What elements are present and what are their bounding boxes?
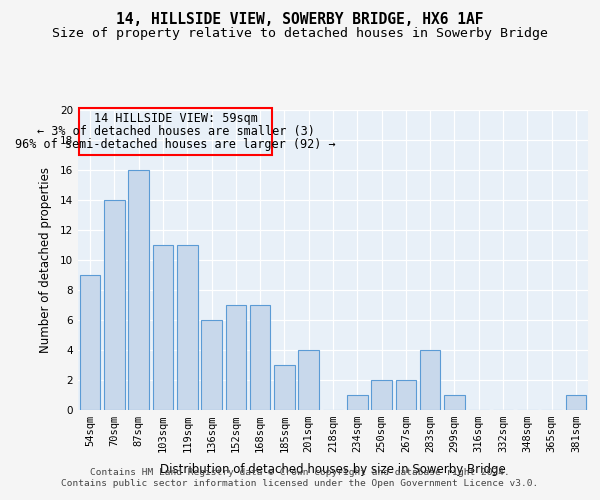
Bar	[444, 395, 465, 410]
Bar	[347, 395, 368, 410]
Bar	[420, 350, 440, 410]
Bar	[274, 365, 295, 410]
Bar	[128, 170, 149, 410]
Text: 14, HILLSIDE VIEW, SOWERBY BRIDGE, HX6 1AF: 14, HILLSIDE VIEW, SOWERBY BRIDGE, HX6 1…	[116, 12, 484, 28]
Text: Size of property relative to detached houses in Sowerby Bridge: Size of property relative to detached ho…	[52, 28, 548, 40]
Bar	[395, 380, 416, 410]
Bar	[298, 350, 319, 410]
Bar	[371, 380, 392, 410]
Bar	[250, 305, 271, 410]
Bar	[177, 245, 197, 410]
Y-axis label: Number of detached properties: Number of detached properties	[38, 167, 52, 353]
Bar	[80, 275, 100, 410]
Bar	[226, 305, 246, 410]
X-axis label: Distribution of detached houses by size in Sowerby Bridge: Distribution of detached houses by size …	[160, 464, 506, 476]
Text: Contains HM Land Registry data © Crown copyright and database right 2024.
Contai: Contains HM Land Registry data © Crown c…	[61, 468, 539, 487]
Bar	[566, 395, 586, 410]
Bar	[104, 200, 125, 410]
Text: 96% of semi-detached houses are larger (92) →: 96% of semi-detached houses are larger (…	[16, 138, 336, 151]
Text: 14 HILLSIDE VIEW: 59sqm: 14 HILLSIDE VIEW: 59sqm	[94, 112, 257, 125]
Bar	[152, 245, 173, 410]
Bar	[201, 320, 222, 410]
Text: ← 3% of detached houses are smaller (3): ← 3% of detached houses are smaller (3)	[37, 125, 314, 138]
